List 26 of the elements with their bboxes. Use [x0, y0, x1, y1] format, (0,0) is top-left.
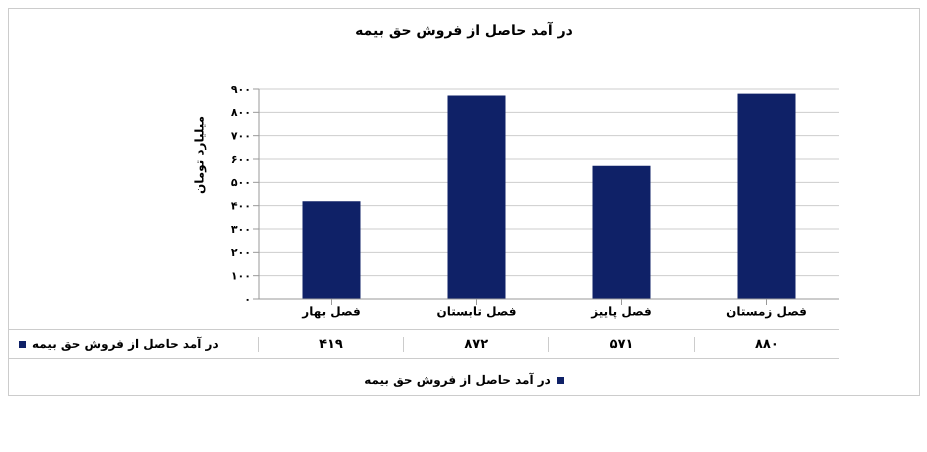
y-tick-label: ۰ — [244, 292, 251, 306]
y-tick-label: ۹۰۰ — [230, 82, 251, 96]
y-tick-label: ۳۰۰ — [230, 222, 251, 236]
chart-title: در آمد حاصل از فروش حق بیمه — [354, 20, 574, 41]
bar — [592, 166, 650, 299]
x-tick-label: فصل تابستان — [436, 304, 516, 319]
y-tick-label: ۷۰۰ — [230, 130, 251, 143]
y-tick-label: ۶۰۰ — [230, 152, 251, 166]
y-tick-label: ۱۰۰ — [230, 270, 251, 283]
data-label: ۸۸۰ — [694, 336, 840, 352]
x-tick-label: فصل بهار — [301, 304, 361, 319]
bar — [738, 94, 796, 299]
text: در آمد حاصل از فروش حق بیمه — [364, 373, 551, 387]
y-tick-label: ۵۰۰ — [230, 176, 251, 190]
legend-label: در آمد حاصل از فروش حق بیمه — [32, 337, 219, 351]
y-tick-label: ۸۰۰ — [230, 106, 251, 120]
data-label: ۸۷۲ — [403, 336, 548, 352]
x-tick-label: فصل زمستان — [726, 304, 807, 319]
x-tick-label: فصل پاییز — [590, 304, 652, 319]
data-label: ۵۷۱ — [548, 336, 694, 352]
bar — [448, 96, 506, 299]
data-label: ۴۱۹ — [258, 336, 404, 352]
bar — [302, 201, 360, 299]
y-tick-label: ۴۰۰ — [230, 200, 251, 213]
y-axis-title: میلیارد تومان — [192, 116, 206, 194]
y-tick-label: ۲۰۰ — [230, 246, 251, 260]
